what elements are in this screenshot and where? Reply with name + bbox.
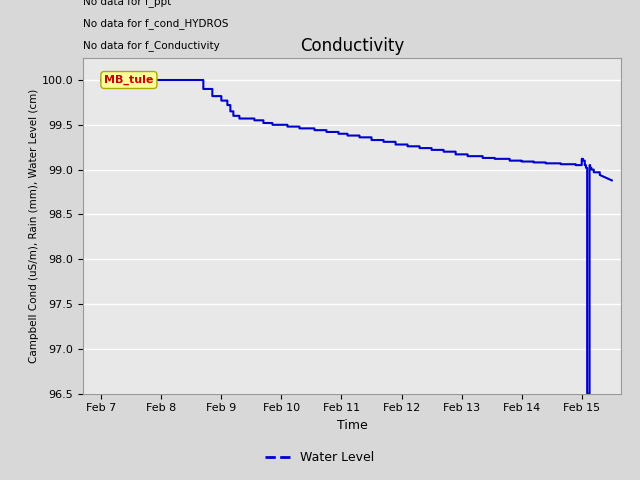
Text: MB_tule: MB_tule (104, 75, 154, 85)
Title: Conductivity: Conductivity (300, 36, 404, 55)
Y-axis label: Campbell Cond (uS/m), Rain (mm), Water Level (cm): Campbell Cond (uS/m), Rain (mm), Water L… (29, 88, 39, 363)
Legend: Water Level: Water Level (260, 446, 380, 469)
Text: No data for f_ppt: No data for f_ppt (83, 0, 172, 7)
Text: No data for f_Conductivity: No data for f_Conductivity (83, 40, 220, 51)
X-axis label: Time: Time (337, 419, 367, 432)
Text: No data for f_cond_HYDROS: No data for f_cond_HYDROS (83, 18, 228, 29)
